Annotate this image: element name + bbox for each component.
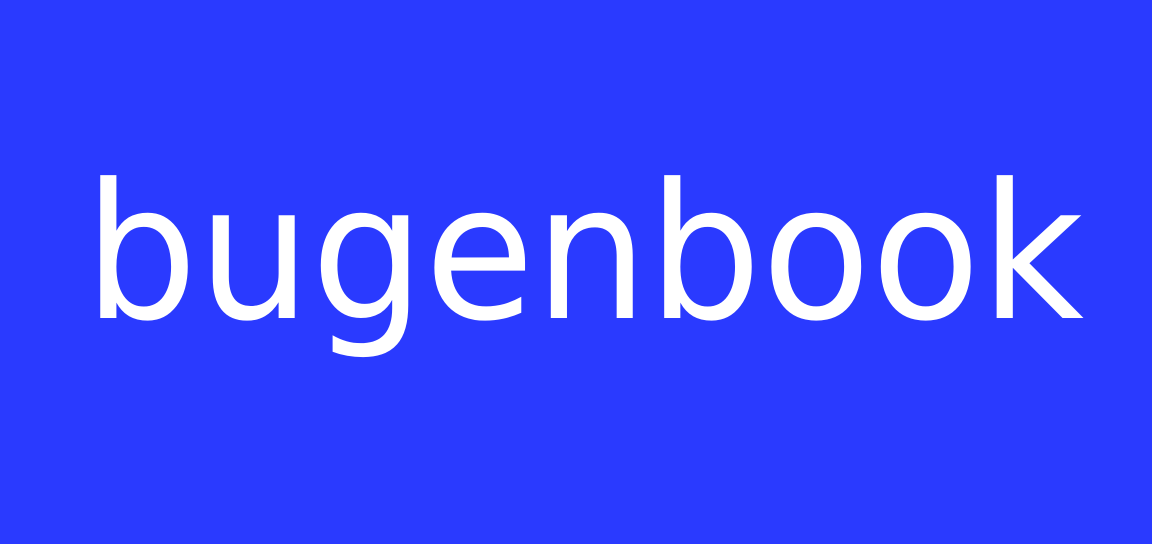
brand-wordmark-text: bugenbook	[84, 144, 1084, 363]
